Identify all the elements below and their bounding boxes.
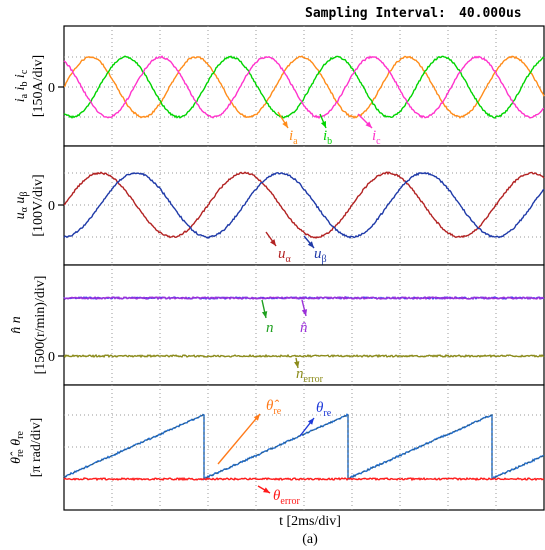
y-axis-label-text: [1500(r/min)/div] [33, 276, 48, 375]
y-axis-label-angle: θ̂re θre [9, 431, 26, 464]
figure-caption: (a) [302, 532, 318, 547]
y-axis-label-currents: [150A/div] [31, 55, 46, 117]
zero-tick-label: 0 [48, 350, 55, 365]
y-axis-label-text: θ̂re θre [9, 431, 26, 464]
scope-panels: 0 0 0 ia ib ic [150A/div] uα uβ [100V/div] n̂ n… [9, 26, 544, 510]
series-line-thetaerror [64, 478, 544, 480]
y-axis-label-angle: [π rad/div] [29, 418, 44, 478]
y-axis-label-speed: n̂ n [9, 316, 24, 334]
series-label-n: n [266, 320, 274, 336]
sampling-header: Sampling Interval: 40.000us [305, 6, 522, 21]
y-axis-label-text: uα uβ [13, 192, 30, 220]
y-axis-label-text: [π rad/div] [29, 418, 44, 478]
y-axis-label-text: ia ib ic [13, 69, 30, 102]
y-axis-label-text: n̂ n [9, 316, 24, 334]
y-axis-label-text: [150A/div] [31, 55, 46, 117]
zero-tick-label: 0 [48, 81, 55, 96]
panel-voltages: 0 [48, 146, 544, 265]
y-axis-label-voltages: uα uβ [13, 192, 30, 220]
sampling-label: Sampling Interval: [305, 6, 446, 21]
series-label-nhat: n̂ [300, 320, 308, 336]
panel-currents: 0 [48, 26, 544, 146]
y-axis-label-speed: [1500(r/min)/div] [33, 276, 48, 375]
x-axis-label: t [2ms/div] [279, 514, 341, 529]
sampling-value: 40.000us [459, 6, 522, 21]
y-axis-label-voltages: [100V/div] [31, 174, 46, 236]
zero-tick-label: 0 [48, 199, 55, 214]
panel-angle [64, 385, 544, 510]
y-axis-label-text: [100V/div] [31, 174, 46, 236]
y-axis-label-currents: ia ib ic [13, 69, 30, 102]
